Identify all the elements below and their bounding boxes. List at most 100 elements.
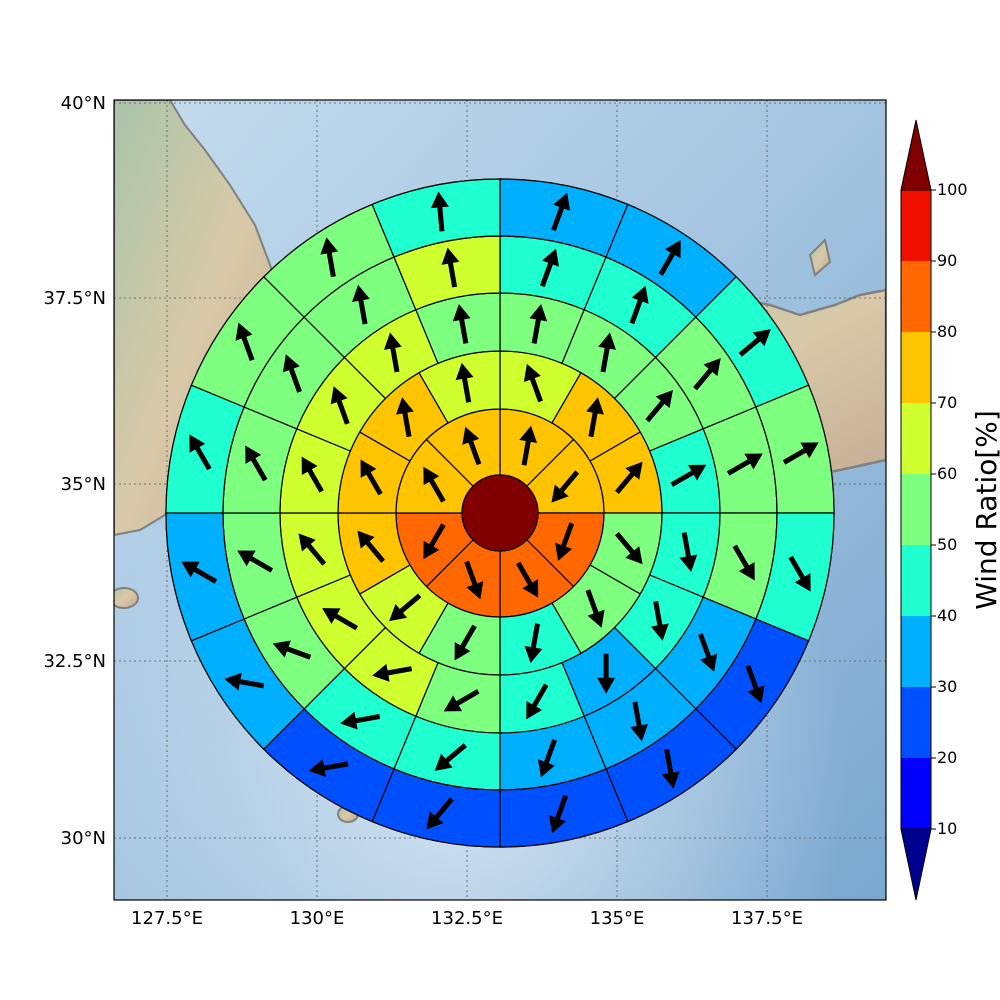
wind-arrow	[614, 532, 643, 565]
wind-arrow	[519, 425, 538, 466]
jeju-island	[114, 587, 139, 609]
wind-arrow	[516, 561, 539, 598]
lat-tick-label: 32.5°N	[43, 651, 106, 672]
lat-tick-label: 37.5°N	[43, 288, 106, 309]
colorbar-segment	[901, 190, 931, 261]
wind-arrow	[650, 600, 669, 641]
wind-arrows	[181, 191, 819, 834]
colorbar-segment	[901, 403, 931, 474]
wind-arrow	[357, 530, 386, 563]
wind-arrow	[614, 461, 643, 494]
wind-arrow	[523, 363, 543, 403]
longitude-ticks: 127.5°E 130°E 132.5°E 135°E 137.5°E	[131, 908, 803, 929]
wind-arrow	[282, 354, 302, 393]
wind-arrow	[679, 532, 698, 572]
wind-arrow	[430, 191, 449, 232]
wind-arrow	[630, 701, 648, 742]
wind-arrow	[586, 397, 604, 438]
lon-tick-label: 132.5°E	[431, 908, 503, 929]
wind-arrow	[726, 453, 763, 476]
colorbar-tick-label: 90	[937, 251, 957, 270]
wind-arrow	[670, 464, 707, 487]
wind-arrow	[539, 248, 559, 288]
wind-arrow	[224, 672, 265, 691]
wind-arrow	[455, 362, 474, 403]
latitude-ticks: 30°N 32.5°N 35°N 37.5°N 40°N	[43, 93, 106, 849]
wind-arrow	[360, 459, 383, 496]
lat-tick-label: 40°N	[61, 93, 106, 114]
wind-arrow	[340, 711, 381, 730]
wind-arrow	[693, 358, 721, 391]
wind-arrow	[237, 550, 274, 573]
map-frame	[113, 99, 887, 901]
lat-tick-label: 30°N	[61, 828, 106, 849]
wind-arrow	[698, 633, 718, 672]
colorbar-segment	[901, 687, 931, 758]
wind-arrow	[181, 561, 218, 584]
map-area	[114, 100, 886, 900]
wind-arrow	[426, 797, 454, 830]
wind-arrow	[389, 593, 422, 622]
wind-arrow	[298, 533, 327, 566]
colorbar-tick-label: 70	[937, 393, 957, 412]
wind-arrow	[645, 390, 673, 423]
sado-island	[808, 238, 832, 277]
wind-arrow	[555, 522, 575, 561]
colorbar-extend-min	[900, 828, 932, 901]
wind-arrow	[434, 743, 467, 771]
wind-arrow	[330, 386, 350, 425]
colorbar-segment	[901, 758, 931, 829]
wind-arrow	[549, 794, 569, 834]
colorbar-segment	[901, 332, 931, 403]
wind-arrow	[423, 523, 446, 560]
colorbar-tick-label: 10	[937, 819, 957, 838]
wind-ratio-sector	[371, 178, 501, 258]
wind-arrow	[301, 456, 324, 493]
wind-arrow	[272, 640, 312, 660]
wind-arrow	[452, 304, 471, 344]
wind-arrow	[245, 445, 268, 482]
wind-arrow	[441, 247, 460, 288]
wind-arrow	[322, 608, 359, 631]
wind-arrow	[732, 544, 755, 581]
colorbar-tick-label: 30	[937, 677, 957, 696]
wind-arrow	[598, 332, 617, 373]
wind-arrow	[788, 555, 811, 592]
colorbar-ticks: 10 20 30 40 50 60 70 80 90 100	[937, 180, 968, 838]
wind-arrow	[372, 663, 413, 682]
wind-arrow	[396, 397, 414, 438]
colorbar-frame	[900, 189, 932, 830]
colorbar-extend-max	[900, 119, 932, 191]
wind-arrow	[235, 322, 255, 362]
wind-arrow	[189, 434, 212, 471]
wind-arrow	[597, 653, 616, 694]
wind-arrow	[782, 442, 819, 465]
lon-tick-label: 127.5°E	[131, 908, 203, 929]
wind-arrow	[462, 426, 482, 466]
wind-arrow	[738, 329, 771, 357]
wind-arrow	[551, 192, 571, 232]
wind-arrow	[443, 689, 480, 712]
colorbar-segment	[901, 616, 931, 687]
wind-arrow	[658, 239, 681, 276]
colorbar-tick-label: 20	[937, 748, 957, 767]
colorbar-tick-label: 80	[937, 322, 957, 341]
wind-arrow	[526, 683, 549, 720]
colorbar-title: Wind Ratio[%]	[970, 410, 1000, 610]
wind-arrow	[529, 304, 548, 344]
wind-arrow	[352, 284, 370, 325]
lon-tick-label: 137.5°E	[731, 908, 803, 929]
wind-arrow	[661, 748, 680, 789]
polar-sector-plot	[165, 178, 835, 848]
colorbar-tick-label: 100	[937, 180, 968, 199]
lon-tick-label: 135°E	[590, 908, 645, 929]
wind-arrow	[454, 624, 477, 661]
wind-arrow	[537, 738, 557, 778]
lat-tick-label: 35°N	[61, 474, 106, 495]
wind-arrow	[320, 237, 339, 278]
colorbar-segment	[901, 261, 931, 332]
center-disk	[461, 474, 539, 552]
lon-tick-label: 130°E	[290, 908, 345, 929]
wind-arrow	[745, 664, 765, 704]
